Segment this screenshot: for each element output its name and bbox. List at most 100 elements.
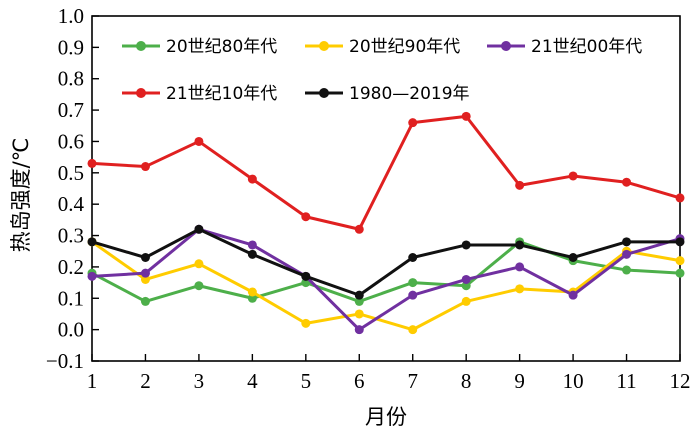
data-point [140, 268, 150, 278]
data-point [247, 249, 257, 259]
y-tick-label: −0.1 [46, 349, 84, 373]
data-point [408, 253, 418, 262]
legend-entry: 21世纪00年代 [487, 37, 642, 57]
data-point [461, 296, 471, 306]
x-tick-label: 3 [194, 369, 205, 393]
data-point [408, 118, 418, 128]
series-line [91, 240, 681, 303]
data-point [301, 271, 311, 281]
y-tick-label: 0.8 [58, 67, 84, 91]
data-point [461, 281, 471, 291]
series-line [91, 240, 681, 332]
data-point [408, 278, 418, 288]
legend-entry: 21世纪10年代 [122, 84, 277, 104]
data-point [140, 253, 150, 262]
legend-swatch-marker [319, 88, 329, 98]
y-tick-label: 0.2 [58, 255, 84, 279]
x-tick-label: 4 [247, 369, 258, 393]
data-point [301, 212, 311, 222]
legend-swatch-marker [136, 41, 146, 51]
axis-ticks: −0.10.00.10.20.30.40.50.60.70.80.91.01 2 3… [46, 4, 691, 393]
data-point [515, 180, 525, 190]
data-point [568, 290, 578, 300]
legend-swatch-marker [136, 88, 146, 98]
data-point [461, 240, 471, 250]
plot-area-border [91, 15, 681, 362]
legend-label: 21世纪10年代 [166, 84, 277, 104]
series-line [91, 114, 681, 231]
data-point [247, 240, 257, 250]
x-tick-label: 9 [514, 369, 525, 393]
data-point [354, 224, 364, 234]
data-point [408, 325, 418, 335]
data-point [194, 136, 204, 146]
data-point [140, 162, 150, 172]
series-5 [87, 224, 685, 300]
y-tick-label: 1.0 [58, 4, 84, 28]
x-tick-label: 8 [461, 369, 472, 393]
data-point [675, 256, 685, 266]
data-point [675, 193, 685, 203]
legend-label: 1980—2019年 [349, 84, 470, 104]
series-line [91, 227, 681, 332]
data-point [194, 281, 204, 291]
data-point [675, 268, 685, 278]
x-tick-label: 11 [616, 369, 636, 393]
data-point [87, 158, 97, 168]
data-point [515, 240, 525, 250]
data-point [354, 325, 364, 335]
data-point [194, 224, 204, 234]
y-tick-label: 0.0 [58, 318, 84, 342]
data-point [622, 265, 632, 275]
legend-swatch-marker [319, 41, 329, 51]
legend: 20世纪80年代 20世纪90年代 21世纪00年代 21世纪10年代 1980—201… [122, 37, 642, 104]
y-tick-label: 0.9 [58, 35, 84, 59]
data-point [354, 290, 364, 300]
x-tick-label: 5 [301, 369, 312, 393]
data-point [461, 274, 471, 284]
y-tick-label: 0.4 [58, 192, 85, 216]
data-point [461, 111, 471, 121]
data-point [622, 237, 632, 247]
data-point [140, 274, 150, 284]
x-tick-label: 2 [140, 369, 151, 393]
data-point [140, 296, 150, 306]
y-axis-title: 热岛强度/℃ [9, 138, 33, 253]
series-line [91, 227, 680, 297]
data-point [301, 318, 311, 328]
x-tick-label: 6 [354, 369, 365, 393]
data-point [408, 290, 418, 300]
data-point [87, 237, 97, 247]
data-point [675, 237, 685, 247]
data-point [87, 271, 97, 281]
series-lines [87, 111, 685, 335]
data-point [515, 284, 525, 294]
data-point [354, 296, 364, 306]
x-axis-title: 月份 [365, 405, 407, 429]
legend-label: 20世纪90年代 [349, 37, 460, 57]
y-tick-label: 0.3 [58, 224, 84, 248]
plot-frame [91, 15, 681, 362]
data-point [354, 309, 364, 319]
data-point [622, 249, 632, 259]
legend-entry: 20世纪90年代 [305, 37, 460, 57]
data-point [515, 262, 525, 272]
x-tick-label: 7 [407, 369, 418, 393]
series-4 [87, 111, 685, 234]
data-point [568, 253, 578, 262]
y-tick-label: 0.6 [58, 129, 84, 153]
x-tick-label: 10 [563, 369, 584, 393]
legend-label: 21世纪00年代 [531, 37, 642, 57]
y-tick-label: 0.7 [58, 98, 84, 122]
legend-swatch-marker [501, 41, 511, 51]
data-point [247, 287, 257, 297]
data-point [622, 177, 632, 187]
x-tick-label: 12 [670, 369, 691, 393]
x-tick-label: 1 [87, 369, 98, 393]
y-tick-label: 0.1 [58, 286, 84, 310]
data-point [247, 174, 257, 184]
legend-label: 20世纪80年代 [166, 37, 277, 57]
y-tick-label: 0.5 [58, 161, 84, 185]
data-point [568, 171, 578, 181]
